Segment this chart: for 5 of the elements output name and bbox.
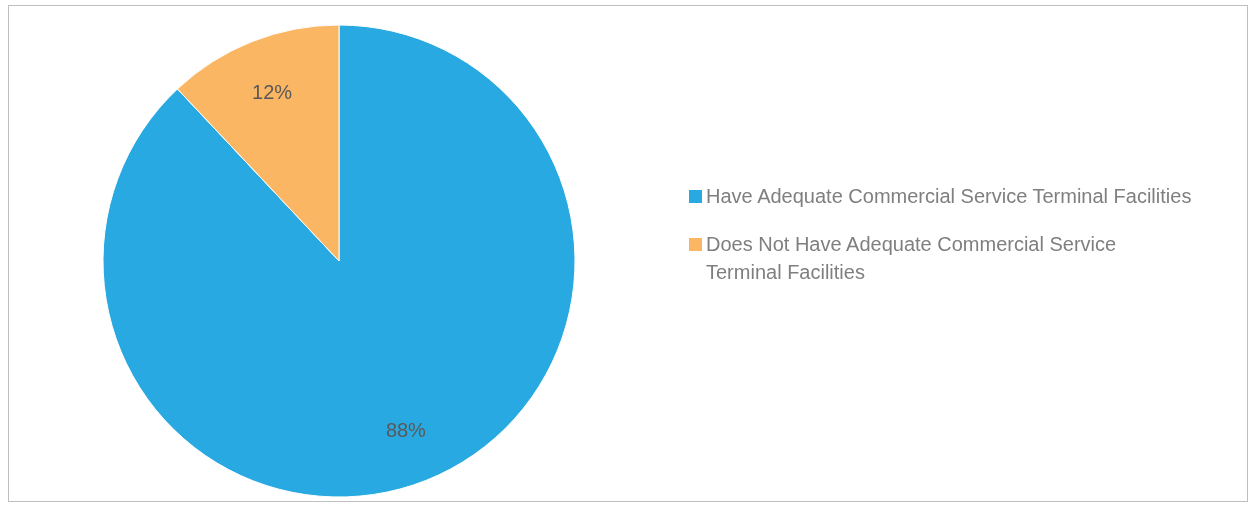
pie-slice	[102, 24, 576, 498]
data-label: 88%	[385, 418, 427, 441]
legend-label: Have Adequate Commercial Service Terminal Facilities	[706, 184, 1192, 209]
legend-label: Does Not Have Adequate Commercial Service Terminal Facilities	[706, 232, 1118, 285]
data-label: 12%	[252, 81, 293, 104]
